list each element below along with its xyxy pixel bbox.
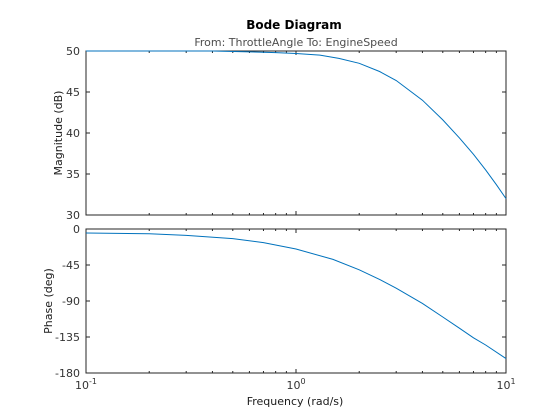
magnitude-y-axis-label: Magnitude (dB) xyxy=(52,91,65,176)
x-axis-label: Frequency (rad/s) xyxy=(247,395,344,408)
magnitude-panel: 30 35 40 45 50 Magnitude (dB) xyxy=(52,45,507,222)
phase-y-axis-label: Phase (deg) xyxy=(42,268,55,334)
phase-ytick-label: -90 xyxy=(62,295,80,308)
phase-panel: 0 -45 -90 -135 -180 Phase (deg) xyxy=(42,223,507,380)
phase-ytick-label: -135 xyxy=(55,331,80,344)
phase-axes-frame xyxy=(85,228,507,374)
x-tick-label: 101 xyxy=(496,377,515,392)
magnitude-ytick-label: 50 xyxy=(66,45,80,58)
phase-series-line xyxy=(85,232,507,360)
x-tick-label: 100 xyxy=(286,377,305,392)
phase-ytick-label: 0 xyxy=(73,223,80,236)
magnitude-ytick-label: 45 xyxy=(66,86,80,99)
phase-ytick-label: -45 xyxy=(62,259,80,272)
magnitude-ytick-label: 35 xyxy=(66,168,80,181)
chart-title: Bode Diagram xyxy=(246,18,342,32)
x-tick-label: 10-1 xyxy=(75,377,97,392)
magnitude-axes-frame xyxy=(85,50,507,216)
magnitude-ytick-label: 40 xyxy=(66,127,80,140)
chart-subtitle: From: ThrottleAngle To: EngineSpeed xyxy=(194,36,397,49)
magnitude-series-line xyxy=(86,50,507,199)
phase-ytick-label: -180 xyxy=(55,367,80,380)
magnitude-ytick-label: 30 xyxy=(66,209,80,222)
